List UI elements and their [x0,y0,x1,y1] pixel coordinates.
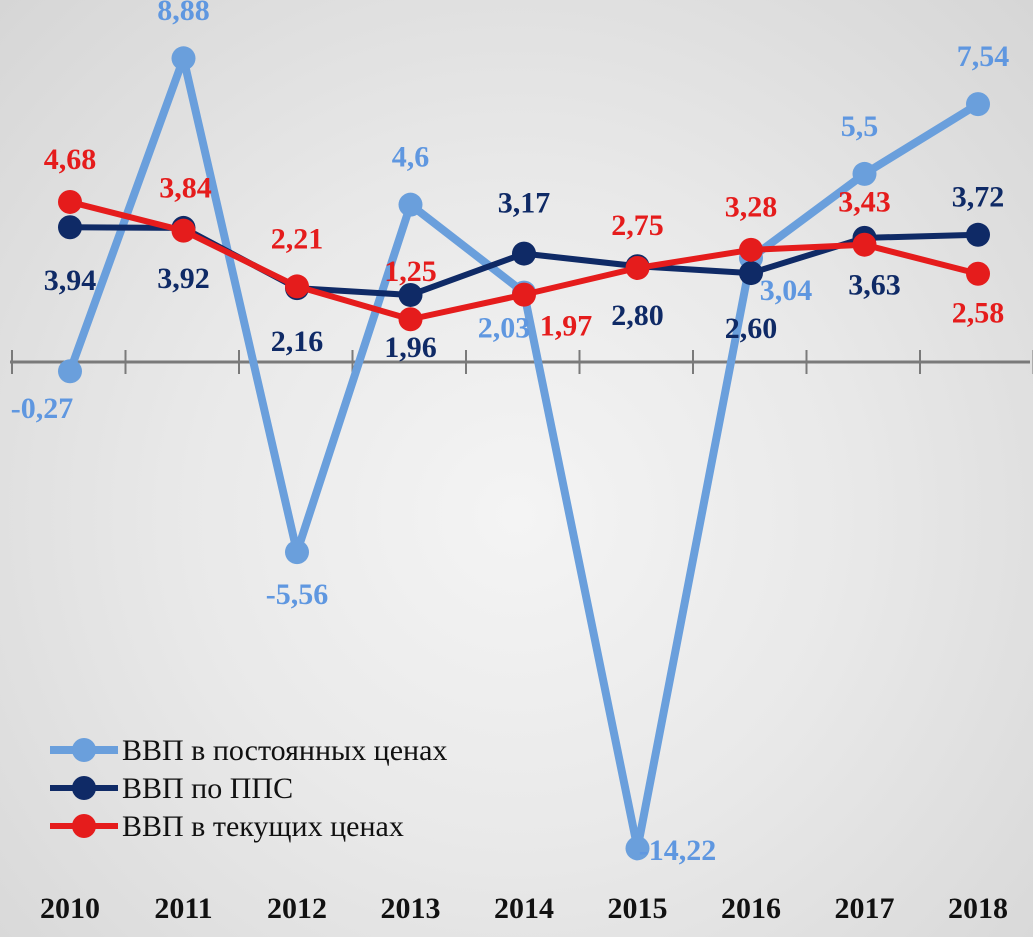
legend-entry: ВВП в текущих ценах [122,810,404,843]
data-label: 4,6 [392,141,430,174]
x-tick-label: 2015 [608,892,668,925]
x-tick-label: 2018 [948,892,1008,925]
x-tick-label: 2010 [40,892,100,925]
series-2-point [625,255,650,280]
series-0-point [625,836,650,861]
legend-swatch-marker [72,738,96,762]
series-1-point [512,241,536,266]
legend-swatch-marker [72,776,96,800]
series-2-point [512,282,536,307]
x-axis [10,350,1033,374]
data-label: 3,17 [498,186,551,219]
data-label: 2,58 [952,297,1005,330]
data-label: 2,75 [611,209,664,242]
data-label: -5,56 [266,578,329,611]
series-2-point [966,261,990,286]
series-1-point [739,261,763,286]
series-2-point [739,237,763,262]
data-label: 2,80 [611,299,664,332]
x-tick-label: 2016 [721,892,781,925]
x-tick-label: 2012 [267,892,327,925]
series-0-point [171,46,196,71]
data-label: 4,68 [44,143,97,176]
series-lines [58,46,990,861]
legend: ВВП в постоянных ценах ВВП по ППС ВВП в те… [50,734,447,843]
data-label: 3,84 [159,172,212,205]
data-label: -0,27 [11,392,74,425]
x-tick-label: 2014 [494,892,554,925]
data-label: 5,5 [841,110,879,143]
x-tick-label: 2013 [381,892,441,925]
data-label: 3,63 [848,269,901,302]
series-2-point [171,218,196,243]
data-label: 2,60 [725,312,778,345]
data-label: 2,03 [478,311,531,344]
data-label: 3,72 [952,181,1005,214]
data-label: 8,88 [157,0,210,27]
data-label: 1,96 [384,331,437,364]
data-label: 3,04 [760,274,813,307]
legend-entry: ВВП по ППС [122,772,293,805]
series-1-point [966,222,990,247]
x-tick-label: 2011 [154,892,212,925]
series-2-point [285,274,309,299]
series-0-point [58,359,82,384]
series-2-point [58,189,82,214]
data-label: 3,94 [44,264,97,297]
data-label: 1,25 [384,255,437,288]
data-label: 3,43 [838,186,891,219]
series-1-point [398,282,423,307]
data-label: 3,92 [157,262,210,295]
data-label: 2,16 [271,325,324,358]
legend-swatch-marker [72,814,96,838]
data-labels: -0,27 8,88 -5,56 4,6 2,03 -14,22 3,04 5,5 7,54 3,… [11,0,1010,867]
series-0-point [852,161,877,186]
series-2-point [398,307,423,332]
data-label: 2,21 [271,222,324,255]
series-2-point [852,232,877,257]
series-0-point [966,92,990,117]
series-1-point [58,215,82,240]
x-tick-labels: 2010 2011 2012 2013 2014 2015 2016 2017 2018 [40,892,1008,925]
data-label: -14,22 [639,834,717,867]
x-tick-label: 2017 [835,892,895,925]
data-label: 1,97 [540,310,593,343]
data-label: 3,28 [725,191,778,224]
data-label: 7,54 [957,40,1010,73]
legend-entry: ВВП в постоянных ценах [122,734,447,767]
series-0-point [398,192,423,217]
series-0-point [285,540,309,565]
